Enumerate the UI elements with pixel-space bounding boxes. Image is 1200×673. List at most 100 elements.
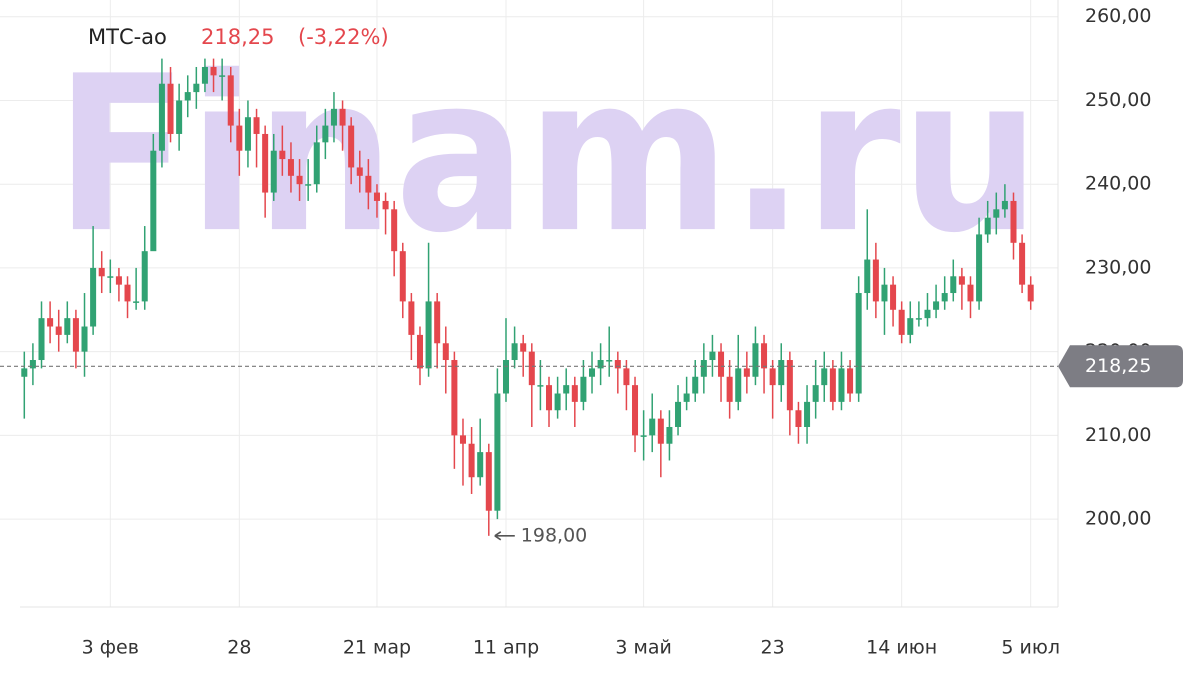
candle-body [958,276,965,285]
candle-body [494,393,501,511]
candle-body [442,343,449,361]
candle-body [597,360,604,369]
candle-body [614,360,621,369]
candle-body [571,385,578,402]
candle-body [279,150,286,160]
y-tick-label: 230,00 [1085,256,1151,278]
candle-body [150,150,157,252]
candle-body [55,326,62,335]
candle-body [795,410,802,427]
candle-body [262,133,269,193]
low-arrow [494,531,515,541]
candle-body [176,100,183,134]
candle-body [219,75,226,77]
candle-body [81,326,88,352]
candle-body [98,267,105,277]
candle-body [950,276,957,294]
candle-body [743,368,750,377]
candle-body [967,284,974,302]
candle-body [606,360,613,362]
candle-body [253,117,260,134]
candle-body [313,142,320,185]
candle-body [649,418,656,436]
candle-body [434,301,441,344]
candle-body [382,200,389,210]
x-tick-label: 5 июл [1001,637,1060,659]
candle-body [752,343,759,377]
candle-body [373,192,380,201]
change: (-3,22%) [298,25,389,49]
candle-body [1001,200,1008,210]
candle-body [915,318,922,320]
candle-body [115,276,122,285]
candle-body [47,318,54,327]
price-tag-label: 218,25 [1085,355,1151,377]
candle-body [838,368,845,402]
candles [21,58,1034,536]
candle-body [227,75,234,126]
candle-body [425,301,432,369]
candle-body [786,360,793,411]
candle-body [365,175,372,193]
candle-body [769,368,776,386]
candle-body [933,301,940,310]
candle-body [675,401,682,427]
candle-body [459,435,466,444]
candle-body [21,368,28,377]
y-tick-label: 200,00 [1085,508,1151,530]
candle-body [399,251,406,302]
candle-body [718,351,725,377]
x-tick-label: 21 мар [343,637,411,659]
candle-body [890,284,897,310]
candle-body [296,175,303,185]
x-tick-label: 3 май [615,637,671,659]
candle-body [804,401,811,427]
candle-body [829,368,836,402]
candle-body [692,376,699,394]
candle-body [485,452,492,511]
candle-body [141,251,148,302]
candle-body [468,443,475,478]
candle-body [881,284,888,302]
candle-body [640,435,647,437]
candle-body [244,117,251,151]
candle-body [855,293,862,394]
candle-body [735,368,742,402]
candle-body [210,66,217,76]
candle-body [657,418,664,444]
candle-body [236,125,243,151]
candle-body [477,452,484,478]
y-tick-label: 260,00 [1085,5,1151,27]
candle-body [29,360,36,369]
candle-body [348,125,355,168]
candle-body [270,150,277,193]
candle-body [64,318,71,335]
candle-body [726,376,733,402]
low-label: 198,00 [521,524,587,546]
candle-body [898,309,905,335]
candle-body [511,343,518,361]
x-tick-label: 11 апр [473,637,539,659]
candle-body [537,385,544,387]
ticker: МТС-ао [88,25,167,49]
candle-body [287,159,294,176]
candle-body [201,66,208,84]
candle-body [451,360,458,436]
candle-body [184,92,191,101]
x-tick-label: 3 фев [82,637,139,659]
candle-body [391,209,398,252]
candle-body [1010,200,1017,243]
candle-body [761,343,768,369]
candle-body [683,393,690,402]
candle-body [193,83,200,93]
candle-body [322,125,329,143]
candle-body [330,108,337,126]
candle-body [528,351,535,386]
price-tag [1058,345,1183,388]
candle-body [408,301,415,335]
candle-body [993,209,1000,218]
y-tick-label: 250,00 [1085,89,1151,111]
candle-body [976,234,983,302]
